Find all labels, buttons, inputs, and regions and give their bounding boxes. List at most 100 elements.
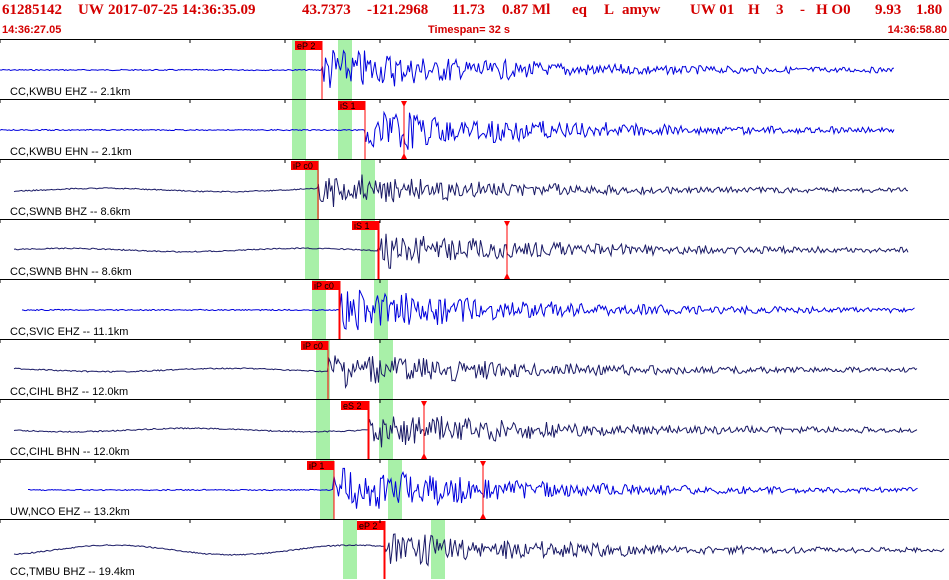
waveform-panel[interactable]: iS 1 CC,SWNB BHN -- 8.6km bbox=[0, 219, 949, 279]
seismic-trace bbox=[13, 233, 909, 269]
waveform-panel[interactable]: iP c0 CC,SWNB BHZ -- 8.6km bbox=[0, 159, 949, 219]
pick-label: iP c0 bbox=[314, 281, 334, 291]
seismic-trace bbox=[21, 289, 915, 331]
waveform-plot[interactable]: iS 1 bbox=[0, 220, 949, 279]
pick-label: eP 2 bbox=[297, 41, 315, 51]
pick-window bbox=[316, 340, 330, 399]
waveform-plot[interactable]: iS 1 bbox=[0, 100, 949, 159]
channel-label: CC,KWBU EHZ -- 2.1km bbox=[10, 86, 131, 98]
event-id: 61285142 bbox=[2, 2, 62, 18]
waveform-plot[interactable]: iP c0 bbox=[0, 280, 949, 339]
seismic-trace bbox=[13, 533, 945, 567]
event-header: 61285142 UW 2017-07-25 14:36:35.09 43.73… bbox=[0, 0, 949, 22]
waveform-panel[interactable]: iP c0 CC,SVIC EHZ -- 11.1km bbox=[0, 279, 949, 339]
pick-label-box bbox=[352, 221, 379, 230]
phase-pick[interactable]: iP c0 bbox=[312, 281, 341, 339]
event-flag: L bbox=[604, 2, 615, 18]
waveform-plot[interactable]: iP c0 bbox=[0, 340, 949, 399]
channel-label: CC,SWNB BHZ -- 8.6km bbox=[10, 206, 131, 218]
event-count: 3 bbox=[776, 2, 784, 18]
waveform-panel[interactable]: eP 2 CC,KWBU EHZ -- 2.1km bbox=[0, 39, 949, 99]
phase-pick[interactable]: iS 1 bbox=[338, 101, 366, 159]
event-depth: 11.73 bbox=[452, 2, 485, 18]
pick-window bbox=[292, 100, 306, 159]
time-ruler: 14:36:27.05 Timespan= 32 s 14:36:58.80 bbox=[0, 24, 949, 38]
channel-label: CC,TMBU BHZ -- 19.4km bbox=[10, 566, 135, 578]
amplitude-marker-bottom bbox=[480, 513, 486, 519]
waveform-panel[interactable]: iS 1 CC,KWBU EHN -- 2.1km bbox=[0, 99, 949, 159]
event-qual2: H O0 bbox=[816, 2, 851, 18]
amplitude-marker-top bbox=[421, 401, 427, 407]
event-author: amyw bbox=[622, 2, 661, 18]
start-time: 14:36:27.05 bbox=[2, 24, 62, 36]
pick-window bbox=[305, 220, 319, 279]
pick-label-box bbox=[301, 341, 328, 350]
phase-pick[interactable]: iP c0 bbox=[291, 161, 319, 219]
pick-label: iS 1 bbox=[354, 221, 370, 231]
amplitude-marker-top bbox=[504, 221, 510, 227]
phase-pick[interactable]: iP 1 bbox=[307, 461, 335, 519]
amplitude-marker-top bbox=[480, 461, 486, 467]
event-dash: - bbox=[800, 2, 805, 18]
pick-label-box bbox=[338, 101, 365, 110]
amplitude-marker-bottom bbox=[504, 273, 510, 279]
phase-pick[interactable]: eP 2 bbox=[295, 41, 323, 99]
channel-label: CC,CIHL BHN -- 12.0km bbox=[10, 446, 130, 458]
pick-window bbox=[379, 340, 393, 399]
event-quality: H bbox=[748, 2, 760, 18]
waveform-plot[interactable]: iP c0 bbox=[0, 160, 949, 219]
amplitude-marker-bottom bbox=[401, 153, 407, 159]
waveform-plot[interactable]: eP 2 bbox=[0, 40, 949, 99]
pick-window bbox=[338, 40, 352, 99]
pick-label-box bbox=[291, 161, 318, 170]
pick-label-box bbox=[341, 401, 368, 410]
event-type: eq bbox=[572, 2, 587, 18]
pick-label-box bbox=[312, 281, 339, 290]
channel-label: CC,KWBU EHN -- 2.1km bbox=[10, 146, 132, 158]
seismic-trace bbox=[13, 355, 918, 389]
pick-label: eS 2 bbox=[343, 401, 362, 411]
phase-pick[interactable]: eP 2 bbox=[357, 521, 386, 579]
pick-label: iP c0 bbox=[303, 341, 323, 351]
waveform-panel[interactable]: iP c0 CC,CIHL BHZ -- 12.0km bbox=[0, 339, 949, 399]
waveform-plot[interactable]: eS 2 bbox=[0, 400, 949, 459]
seismic-trace bbox=[13, 416, 918, 448]
amplitude-marker-top bbox=[401, 101, 407, 107]
waveform-plot[interactable]: eP 2 bbox=[0, 520, 949, 579]
end-time: 14:36:58.80 bbox=[887, 24, 947, 36]
pick-label: iS 1 bbox=[340, 101, 356, 111]
event-magnitude: 0.87 Ml bbox=[502, 2, 551, 18]
pick-label: iP 1 bbox=[309, 461, 324, 471]
channel-label: CC,SWNB BHN -- 8.6km bbox=[10, 266, 132, 278]
pick-label-box bbox=[295, 41, 322, 50]
event-lon: -121.2968 bbox=[367, 2, 429, 18]
pick-window bbox=[316, 400, 330, 459]
phase-pick[interactable]: iS 1 bbox=[352, 221, 380, 279]
event-datetime: 2017-07-25 14:36:35.09 bbox=[108, 2, 256, 18]
waveform-panels[interactable]: eP 2 CC,KWBU EHZ -- 2.1km iS 1 CC,KWBU EHN … bbox=[0, 39, 949, 580]
waveform-panel[interactable]: iP 1 UW,NCO EHZ -- 13.2km bbox=[0, 459, 949, 519]
phase-pick[interactable]: eS 2 bbox=[341, 401, 370, 459]
pick-label: eP 2 bbox=[359, 521, 377, 531]
pick-window bbox=[379, 400, 393, 459]
amplitude-marker-bottom bbox=[421, 453, 427, 459]
event-source: UW 01 bbox=[690, 2, 735, 18]
pick-label-box bbox=[357, 521, 384, 530]
waveform-panel[interactable]: eS 2 CC,CIHL BHN -- 12.0km bbox=[0, 399, 949, 459]
channel-label: CC,SVIC EHZ -- 11.1km bbox=[10, 326, 129, 338]
timespan-label: Timespan= 32 s bbox=[428, 24, 511, 36]
event-network: UW bbox=[78, 2, 104, 18]
event-val2: 1.80 bbox=[916, 2, 943, 18]
pick-label: iP c0 bbox=[293, 161, 313, 171]
phase-pick[interactable]: iP c0 bbox=[301, 341, 329, 399]
seismic-trace bbox=[0, 49, 895, 88]
waveform-panel[interactable]: eP 2 CC,TMBU BHZ -- 19.4km bbox=[0, 519, 949, 579]
waveform-plot[interactable]: iP 1 bbox=[0, 460, 949, 519]
seismic-trace bbox=[13, 174, 909, 208]
pick-window bbox=[305, 160, 319, 219]
channel-label: CC,CIHL BHZ -- 12.0km bbox=[10, 386, 129, 398]
channel-label: UW,NCO EHZ -- 13.2km bbox=[10, 506, 130, 518]
seismic-trace bbox=[0, 110, 895, 150]
seismic-trace bbox=[28, 467, 918, 509]
event-val1: 9.93 bbox=[875, 2, 902, 18]
